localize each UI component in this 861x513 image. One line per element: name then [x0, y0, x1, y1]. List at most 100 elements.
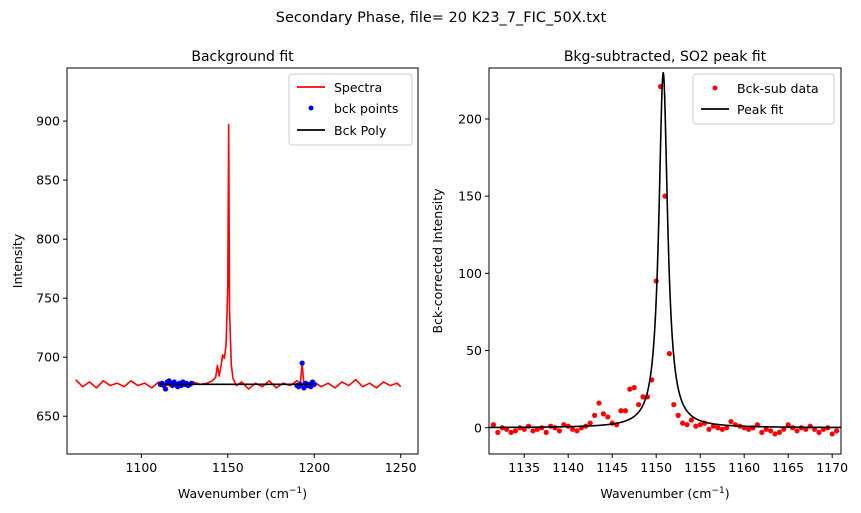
bck-sub-data-point	[530, 428, 536, 434]
bck-sub-data-point	[768, 428, 774, 434]
x-tick-label: 1200	[298, 460, 330, 475]
x-tick-label: 1145	[596, 460, 628, 475]
bck-sub-data-point	[627, 386, 633, 392]
background-fit-panel: Background fit 1100 1150 1200 1250 650 700 750…	[10, 49, 419, 501]
background-fit-ticks: 1100 1150 1200 1250 650 700 750 800 850 900	[36, 114, 417, 475]
bck-sub-data-point	[785, 422, 791, 428]
bck-sub-data-point	[495, 429, 501, 435]
bck-sub-data-point	[556, 428, 563, 434]
y-tick-label: 850	[36, 173, 60, 188]
bck-sub-data-point	[671, 401, 677, 408]
x-tick-label: 1135	[508, 460, 540, 475]
bck-sub-data-point	[697, 422, 703, 428]
peak-fit-ticks: 1135 1140 1145 1150 1155 1160 1165 1170 0 50 100 15…	[458, 111, 848, 475]
bck-sub-data-point	[693, 423, 699, 429]
peak-fit-xlabel: Wavenumber (cm−1)	[600, 486, 729, 501]
bck-sub-data-point	[666, 351, 673, 357]
bck-sub-data-point	[636, 401, 642, 408]
peak-fit-panel: Bkg-subtracted, SO2 peak fit 1135 1140 114…	[430, 49, 848, 501]
bck-sub-data-point	[746, 426, 752, 432]
bck-sub-data-point	[794, 428, 800, 434]
bck-sub-data-point	[724, 425, 730, 431]
bck-sub-data-point	[552, 425, 558, 431]
bck-sub-data-point	[596, 400, 602, 406]
legend-frame	[692, 73, 835, 125]
y-tick-label: 150	[458, 189, 482, 204]
x-tick-label: 1150	[212, 460, 244, 475]
bck-sub-data-point	[684, 422, 690, 428]
peak-fit-plot-area	[489, 71, 841, 437]
bck-sub-data-point	[710, 423, 717, 429]
legend-label-spectra: Spectra	[334, 80, 382, 95]
bck-sub-data-point	[587, 420, 593, 426]
bck-sub-data-point	[781, 426, 787, 432]
bck-sub-data-point	[622, 408, 629, 414]
figure-suptitle: Secondary Phase, file= 20 K23_7_FIC_50X.…	[276, 10, 607, 26]
bck-sub-data-point	[675, 412, 681, 418]
y-tick-label: 700	[36, 350, 60, 365]
bck-sub-data-point	[688, 417, 695, 423]
series-layer	[489, 71, 841, 437]
legend-label-bck-points: bck points	[334, 101, 398, 116]
background-fit-plot-area	[75, 123, 402, 392]
bck-sub-data-point	[600, 411, 607, 417]
x-tick-label: 1140	[552, 460, 584, 475]
background-fit-axes-frame	[66, 67, 419, 455]
y-tick-label: 750	[36, 291, 60, 306]
legend-swatch-bck-points	[308, 105, 314, 111]
bck-sub-data-point	[772, 431, 778, 437]
legend-swatch-bck-sub-data	[712, 85, 718, 91]
x-tick-label: 1250	[385, 460, 417, 475]
bck-points-point	[299, 360, 305, 366]
x-tick-label: 1100	[125, 460, 157, 475]
bck-sub-data-point	[759, 429, 765, 435]
background-fit-legend: Spectra bck points Bck Poly	[288, 73, 413, 146]
y-tick-label: 800	[36, 232, 60, 247]
x-tick-label: 1160	[728, 460, 760, 475]
peak-fit-ylabel: Bck-corrected Intensity	[430, 188, 445, 334]
legend-label-bck-poly: Bck Poly	[334, 123, 387, 138]
background-fit-ylabel: Intensity	[10, 233, 25, 288]
legend-label-peak-fit: Peak fit	[737, 102, 784, 117]
y-tick-label: 0	[474, 420, 482, 435]
y-tick-label: 900	[36, 114, 60, 129]
bck-sub-data-point	[605, 414, 611, 420]
bck-sub-data-point	[526, 423, 532, 429]
y-tick-label: 100	[458, 266, 482, 281]
bck-sub-data-point	[834, 428, 840, 434]
bck-sub-data-point	[490, 422, 496, 428]
series-layer	[75, 123, 402, 392]
bck-sub-data-point	[631, 385, 637, 391]
bck-sub-data-point	[680, 420, 686, 426]
x-tick-label: 1150	[640, 460, 672, 475]
peak-fit-title: Bkg-subtracted, SO2 peak fit	[564, 49, 767, 65]
x-tick-label: 1170	[816, 460, 848, 475]
bck-sub-data-point	[763, 426, 769, 432]
peak-fit-legend: Bck-sub data Peak fit	[692, 73, 835, 125]
legend-frame	[288, 73, 413, 146]
bck-sub-data-point	[574, 428, 580, 434]
bck-sub-data-point	[512, 428, 519, 434]
bck-sub-data-point	[592, 412, 598, 418]
background-fit-xlabel: Wavenumber (cm−1)	[178, 486, 307, 501]
spectra-line	[75, 123, 402, 390]
x-tick-label: 1165	[772, 460, 804, 475]
bck-sub-data-point	[618, 408, 624, 414]
y-tick-label: 50	[466, 343, 482, 358]
bck-sub-data-point	[508, 429, 514, 435]
bck-sub-data-point	[706, 426, 712, 432]
background-fit-title: Background fit	[191, 49, 294, 65]
x-tick-label: 1155	[684, 460, 716, 475]
peak-fit-axes-frame	[488, 67, 842, 455]
bck-sub-data-point	[829, 431, 835, 437]
bck-sub-data-point	[543, 429, 549, 435]
bck-sub-data-point	[534, 426, 541, 432]
bck-sub-data-point	[640, 394, 646, 400]
bck-points-point	[162, 386, 169, 392]
bck-sub-data-point	[570, 426, 576, 432]
bck-sub-data-point	[728, 418, 734, 425]
y-tick-label: 650	[36, 409, 60, 424]
bck-sub-data-point	[719, 426, 725, 432]
bck-sub-data-point	[776, 429, 783, 435]
